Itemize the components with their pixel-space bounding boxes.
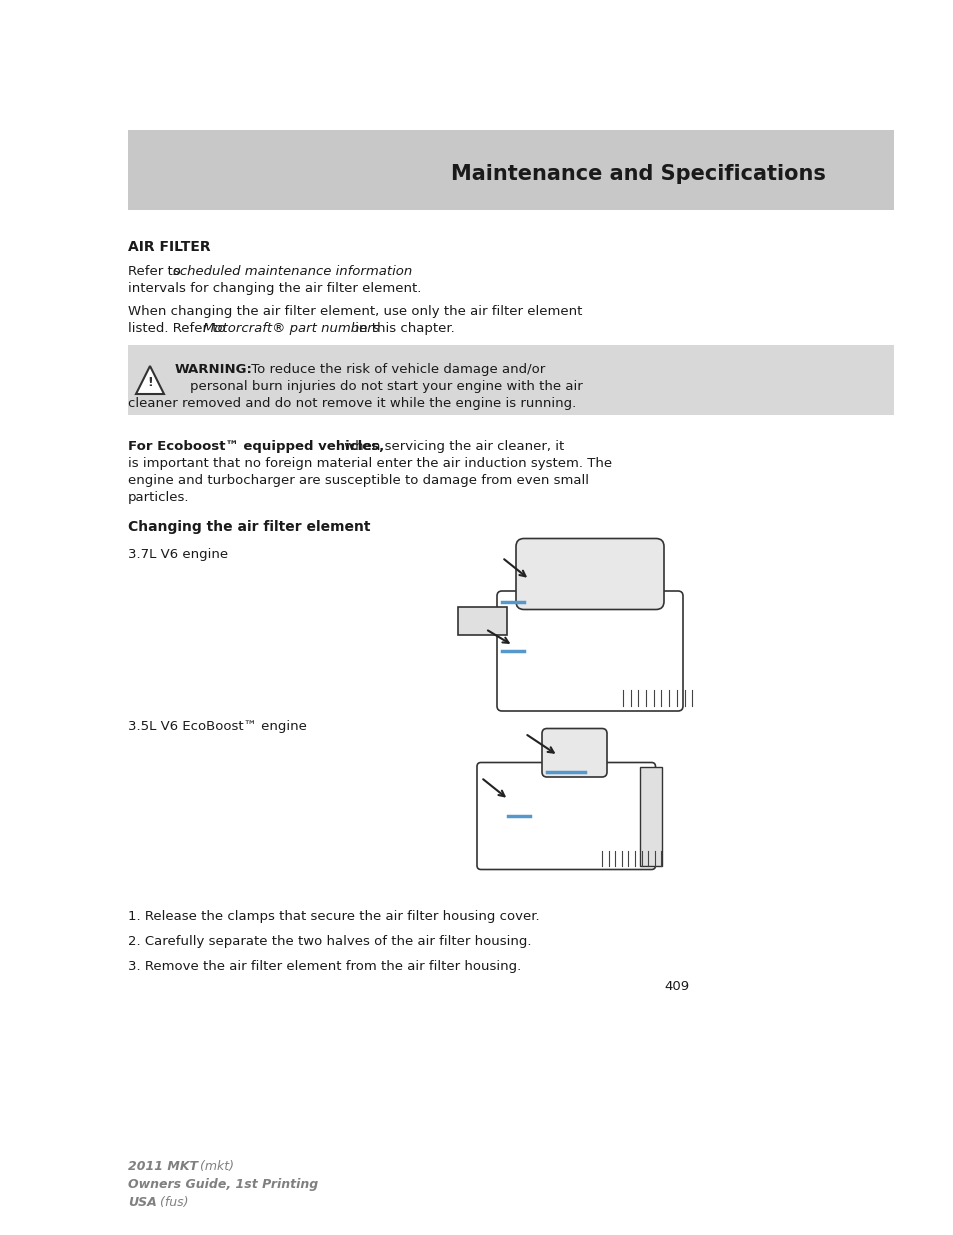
Text: Changing the air filter element: Changing the air filter element bbox=[128, 520, 370, 534]
FancyBboxPatch shape bbox=[476, 762, 655, 869]
Text: intervals for changing the air filter element.: intervals for changing the air filter el… bbox=[128, 282, 421, 295]
Text: 1. Release the clamps that secure the air filter housing cover.: 1. Release the clamps that secure the ai… bbox=[128, 910, 539, 923]
Text: USA: USA bbox=[128, 1195, 156, 1209]
Text: 3.7L V6 engine: 3.7L V6 engine bbox=[128, 548, 228, 561]
Text: in this chapter.: in this chapter. bbox=[351, 322, 455, 335]
Text: 2011 MKT: 2011 MKT bbox=[128, 1160, 198, 1173]
FancyBboxPatch shape bbox=[128, 345, 893, 415]
Text: AIR FILTER: AIR FILTER bbox=[128, 240, 211, 254]
Text: For Ecoboost™ equipped vehicles,: For Ecoboost™ equipped vehicles, bbox=[128, 440, 384, 453]
Text: When changing the air filter element, use only the air filter element: When changing the air filter element, us… bbox=[128, 305, 581, 317]
Text: 3.5L V6 EcoBoost™ engine: 3.5L V6 EcoBoost™ engine bbox=[128, 720, 307, 734]
Text: Motorcraft® part numbers: Motorcraft® part numbers bbox=[203, 322, 379, 335]
FancyBboxPatch shape bbox=[639, 767, 661, 866]
Polygon shape bbox=[136, 366, 164, 394]
Text: To reduce the risk of vehicle damage and/or: To reduce the risk of vehicle damage and… bbox=[247, 363, 545, 375]
FancyBboxPatch shape bbox=[497, 592, 682, 711]
Text: Maintenance and Specifications: Maintenance and Specifications bbox=[451, 164, 825, 184]
FancyBboxPatch shape bbox=[128, 130, 893, 210]
Text: Refer to: Refer to bbox=[128, 266, 185, 278]
Text: particles.: particles. bbox=[128, 492, 190, 504]
Text: engine and turbocharger are susceptible to damage from even small: engine and turbocharger are susceptible … bbox=[128, 474, 588, 487]
Text: 2. Carefully separate the two halves of the air filter housing.: 2. Carefully separate the two halves of … bbox=[128, 935, 531, 948]
FancyBboxPatch shape bbox=[516, 538, 663, 610]
Text: personal burn injuries do not start your engine with the air: personal burn injuries do not start your… bbox=[190, 380, 582, 393]
Text: WARNING:: WARNING: bbox=[174, 363, 253, 375]
Text: 409: 409 bbox=[663, 981, 689, 993]
Text: !: ! bbox=[147, 377, 152, 389]
FancyBboxPatch shape bbox=[457, 606, 507, 635]
Text: cleaner removed and do not remove it while the engine is running.: cleaner removed and do not remove it whi… bbox=[128, 396, 576, 410]
Text: scheduled maintenance information: scheduled maintenance information bbox=[172, 266, 412, 278]
Text: (fus): (fus) bbox=[156, 1195, 189, 1209]
FancyBboxPatch shape bbox=[541, 729, 606, 777]
Text: (mkt): (mkt) bbox=[195, 1160, 233, 1173]
Text: 3. Remove the air filter element from the air filter housing.: 3. Remove the air filter element from th… bbox=[128, 960, 520, 973]
Text: when servicing the air cleaner, it: when servicing the air cleaner, it bbox=[339, 440, 563, 453]
Text: Owners Guide, 1st Printing: Owners Guide, 1st Printing bbox=[128, 1178, 318, 1191]
Text: listed. Refer to: listed. Refer to bbox=[128, 322, 230, 335]
Text: is important that no foreign material enter the air induction system. The: is important that no foreign material en… bbox=[128, 457, 612, 471]
